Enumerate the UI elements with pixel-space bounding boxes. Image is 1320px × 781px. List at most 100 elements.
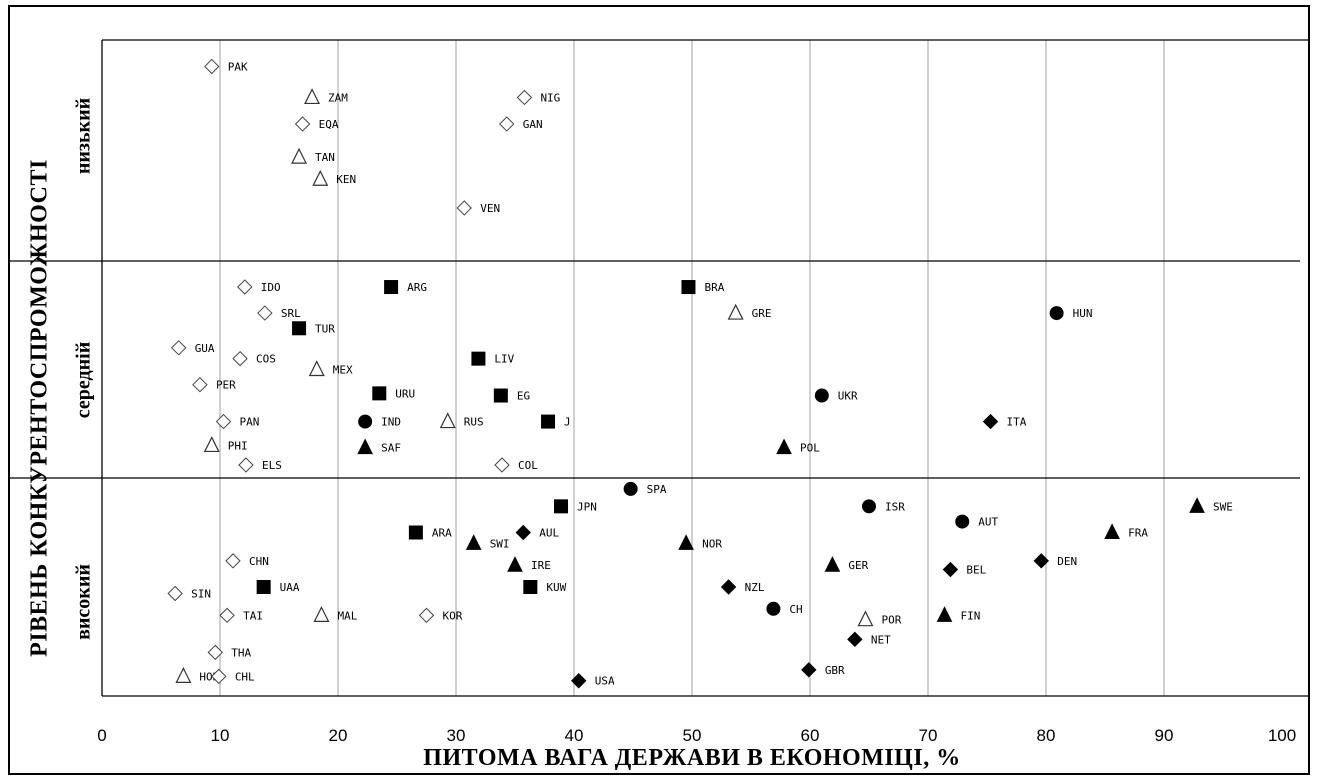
data-point-marker xyxy=(571,673,587,689)
data-point-label: AUT xyxy=(978,516,998,529)
data-point-label: HUN xyxy=(1073,307,1093,320)
data-point-label: RUS xyxy=(464,416,484,429)
data-point-marker xyxy=(219,607,235,624)
data-point-label: POR xyxy=(881,614,901,627)
data-point-marker xyxy=(225,553,241,569)
data-point-marker xyxy=(358,414,373,429)
data-point-label: IRE xyxy=(531,559,551,572)
data-point-marker xyxy=(238,457,254,473)
data-point-label: KOR xyxy=(443,609,463,622)
data-point-label: NZL xyxy=(745,581,765,594)
data-point-label: GBR xyxy=(825,664,845,677)
data-point-marker xyxy=(681,280,696,295)
data-point-label: SIN xyxy=(191,588,211,601)
data-point-marker xyxy=(256,580,271,594)
data-point-marker xyxy=(824,556,841,572)
x-tick-label: 90 xyxy=(1155,726,1174,745)
band-label-high: високий xyxy=(72,564,95,640)
data-point-label: J xyxy=(564,416,571,429)
data-point-marker xyxy=(554,499,569,514)
data-point-label: MAL xyxy=(337,609,357,622)
data-point-marker xyxy=(312,169,329,186)
data-point-marker xyxy=(232,350,248,367)
x-tick-label: 70 xyxy=(919,726,938,745)
data-point-marker xyxy=(1033,553,1049,569)
x-tick-label: 80 xyxy=(1037,726,1056,745)
data-point-label: ARG xyxy=(407,281,427,294)
data-point-label: IND xyxy=(381,416,401,429)
band-label-medium: середній xyxy=(72,341,95,418)
data-point-label: ELS xyxy=(262,459,282,472)
data-point-label: PHI xyxy=(228,439,248,452)
data-point-label: SAF xyxy=(381,442,401,455)
data-point-label: TAI xyxy=(243,609,263,622)
data-point-marker xyxy=(439,412,456,429)
data-point-label: POL xyxy=(800,442,820,455)
data-point-label: EQA xyxy=(319,118,339,131)
x-tick-label: 30 xyxy=(447,726,466,745)
data-point-marker xyxy=(408,525,423,540)
data-point-marker xyxy=(204,58,220,75)
data-point-label: LIV xyxy=(494,353,514,366)
data-point-marker xyxy=(847,631,863,648)
data-point-label: USA xyxy=(595,675,615,688)
data-point-marker xyxy=(727,303,744,320)
data-point-marker xyxy=(493,388,508,403)
data-point-label: TUR xyxy=(315,322,335,335)
data-point-label: AUL xyxy=(539,527,559,540)
data-point-marker xyxy=(237,279,253,295)
data-point-label: MEX xyxy=(333,364,353,377)
data-point-marker xyxy=(215,413,232,430)
data-point-label: UKR xyxy=(838,390,858,403)
data-point-marker xyxy=(516,89,533,106)
chart-frame xyxy=(8,5,1310,775)
x-tick-label: 100 xyxy=(1268,726,1296,745)
data-point-label: ZAM xyxy=(328,91,348,104)
data-point-label: KEN xyxy=(336,173,356,186)
data-point-marker xyxy=(465,534,482,550)
x-tick-label: 50 xyxy=(683,726,702,745)
data-point-marker xyxy=(1049,306,1064,321)
data-point-marker xyxy=(357,438,373,455)
data-point-label: SWE xyxy=(1213,500,1233,513)
band-label-low: низький xyxy=(72,97,95,174)
data-point-label: COL xyxy=(518,459,538,472)
data-point-label: DEN xyxy=(1057,555,1077,568)
data-point-marker xyxy=(523,580,538,594)
data-point-label: PAK xyxy=(228,61,248,74)
data-point-marker xyxy=(494,457,510,473)
data-point-marker xyxy=(541,414,556,429)
data-point-marker xyxy=(801,662,817,678)
data-point-marker xyxy=(211,668,227,685)
data-point-label: SWI xyxy=(490,537,510,550)
data-point-label: NET xyxy=(871,633,891,646)
data-point-label: VEN xyxy=(480,202,500,215)
data-point-label: SPA xyxy=(647,483,667,496)
data-point-marker xyxy=(418,607,435,624)
data-point-label: URU xyxy=(395,387,415,400)
data-point-marker xyxy=(313,605,330,622)
data-point-marker xyxy=(678,534,694,550)
data-point-label: GAN xyxy=(523,118,543,131)
data-point-label: FIN xyxy=(961,609,981,622)
x-tick-label: 60 xyxy=(801,726,820,745)
data-point-label: COS xyxy=(256,353,276,366)
data-point-label: GER xyxy=(848,559,868,572)
data-point-marker xyxy=(720,579,737,595)
data-point-marker xyxy=(304,88,321,105)
data-point-marker xyxy=(167,585,183,602)
data-point-label: NIG xyxy=(540,91,560,104)
data-point-label: FRA xyxy=(1128,527,1148,540)
data-point-label: NOR xyxy=(702,537,722,550)
data-point-label: CHL xyxy=(235,670,255,683)
data-point-label: TAN xyxy=(315,151,335,164)
data-point-label: KUW xyxy=(546,581,566,594)
data-point-marker xyxy=(766,601,781,616)
x-tick-label: 20 xyxy=(329,726,348,745)
data-point-label: IDO xyxy=(261,281,281,294)
data-point-label: PER xyxy=(216,379,236,392)
data-point-marker xyxy=(203,436,220,453)
data-point-marker xyxy=(942,561,959,578)
data-point-label: ISR xyxy=(885,500,905,513)
data-point-marker xyxy=(982,413,999,430)
